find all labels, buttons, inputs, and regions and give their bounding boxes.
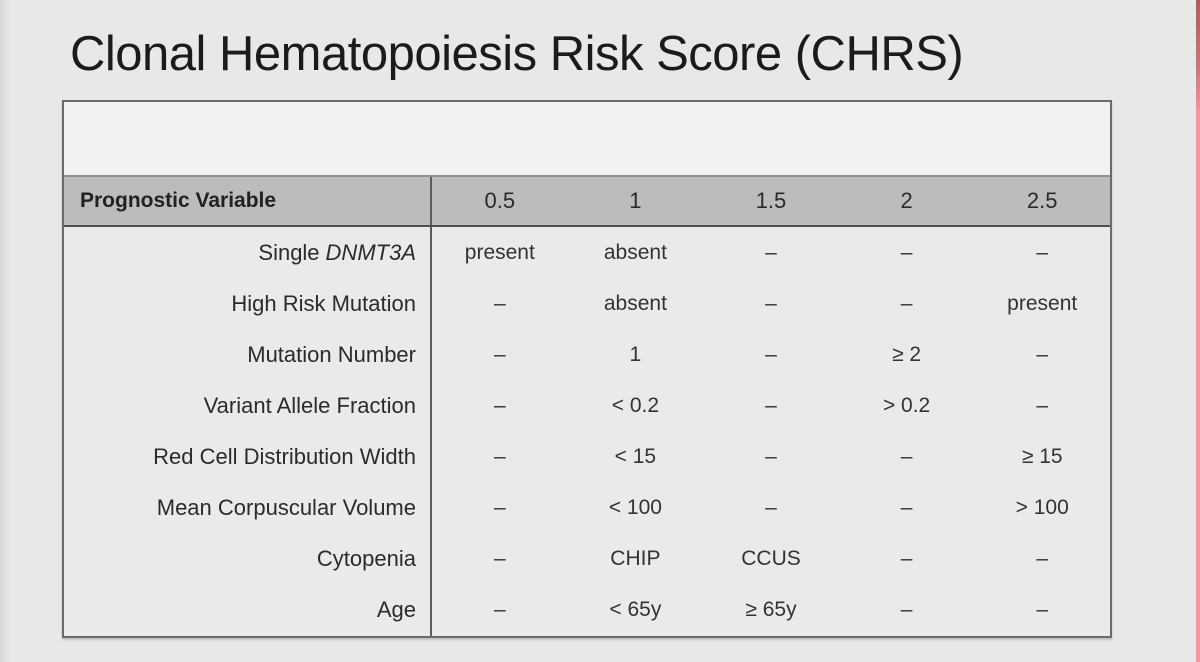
row-label: Mean Corpuscular Volume (64, 482, 432, 534)
row-label: Red Cell Distribution Width (64, 431, 432, 483)
value-cell: – (1036, 240, 1049, 264)
row-label-italic: DNMT3A (325, 239, 416, 265)
value-cell: – (493, 393, 506, 417)
value-cell: – (900, 496, 913, 520)
blank-top-row (64, 102, 1110, 177)
table-row: Cytopenia – CHIP CCUS – – (64, 533, 1110, 585)
value-cell: present (464, 240, 535, 264)
value-cell: – (765, 342, 777, 366)
value-cell: ≥ 15 (1021, 445, 1063, 469)
value-cell: – (493, 291, 506, 315)
row-label: Age (64, 584, 432, 636)
row-label: Variant Allele Fraction (64, 380, 432, 432)
value-cell: – (1036, 342, 1049, 366)
value-cell: < 15 (614, 445, 657, 469)
value-cell: – (493, 342, 506, 366)
value-cell: < 0.2 (611, 393, 660, 417)
value-cell: – (493, 598, 506, 622)
table-body: Single DNMT3A present absent – – – High Risk Mu… (64, 227, 1110, 636)
table-row: Single DNMT3A present absent – – – (64, 227, 1110, 279)
score-header-cell: 2.5 (1026, 188, 1058, 213)
value-cell: present (1007, 291, 1078, 315)
row-label: Mutation Number (64, 329, 432, 381)
value-cell: CCUS (741, 547, 801, 571)
score-header-cell: 1.5 (755, 188, 787, 213)
table-row: Mutation Number – 1 – ≥ 2 – (64, 329, 1110, 381)
value-cell: > 100 (1015, 496, 1069, 520)
left-edge-shade (0, 0, 10, 662)
row-label: High Risk Mutation (64, 278, 432, 330)
value-cell: absent (603, 291, 667, 315)
value-cell: – (1036, 393, 1049, 417)
table-row: Red Cell Distribution Width – < 15 – – ≥ 15 (64, 431, 1110, 483)
value-cell: – (765, 291, 777, 315)
value-cell: – (1036, 598, 1049, 622)
value-cell: – (900, 547, 913, 571)
value-cell: CHIP (610, 547, 661, 571)
value-cell: ≥ 2 (892, 342, 922, 366)
value-cell: – (765, 445, 777, 469)
value-cell: < 100 (608, 496, 662, 520)
value-cell: > 0.2 (882, 393, 931, 417)
value-cell: – (493, 496, 506, 520)
row-label: Cytopenia (64, 533, 432, 585)
value-cell: ≥ 65y (745, 598, 797, 622)
value-cell: 1 (629, 342, 642, 366)
value-cell: – (900, 240, 913, 264)
table-row: High Risk Mutation – absent – – present (64, 278, 1110, 330)
value-cell: – (765, 496, 777, 520)
slide-title: Clonal Hematopoiesis Risk Score (CHRS) (70, 27, 964, 81)
prognostic-variable-header: Prognostic Variable (64, 177, 432, 225)
score-header-cell: 0.5 (484, 188, 516, 213)
value-cell: – (1036, 547, 1049, 571)
right-edge-stripe (1196, 0, 1200, 662)
value-cell: absent (603, 240, 667, 264)
score-header-cell: 1 (629, 188, 642, 213)
header-row: Prognostic Variable 0.5 1 1.5 2 2.5 (64, 177, 1110, 227)
value-cell: < 65y (609, 598, 662, 622)
value-cell: – (493, 547, 506, 571)
score-header-cell: 2 (900, 188, 913, 213)
value-cell: – (765, 393, 777, 417)
row-label: Single DNMT3A (64, 227, 432, 279)
value-cell: – (900, 598, 913, 622)
value-cell: – (900, 291, 913, 315)
table-row: Mean Corpuscular Volume – < 100 – – > 100 (64, 482, 1110, 534)
table-row: Age – < 65y ≥ 65y – – (64, 584, 1110, 636)
chrs-table: Prognostic Variable 0.5 1 1.5 2 2.5 Single DN… (62, 100, 1112, 638)
value-cell: – (765, 240, 777, 264)
table-row: Variant Allele Fraction – < 0.2 – > 0.2 – (64, 380, 1110, 432)
value-cell: – (900, 445, 913, 469)
value-cell: – (493, 445, 506, 469)
